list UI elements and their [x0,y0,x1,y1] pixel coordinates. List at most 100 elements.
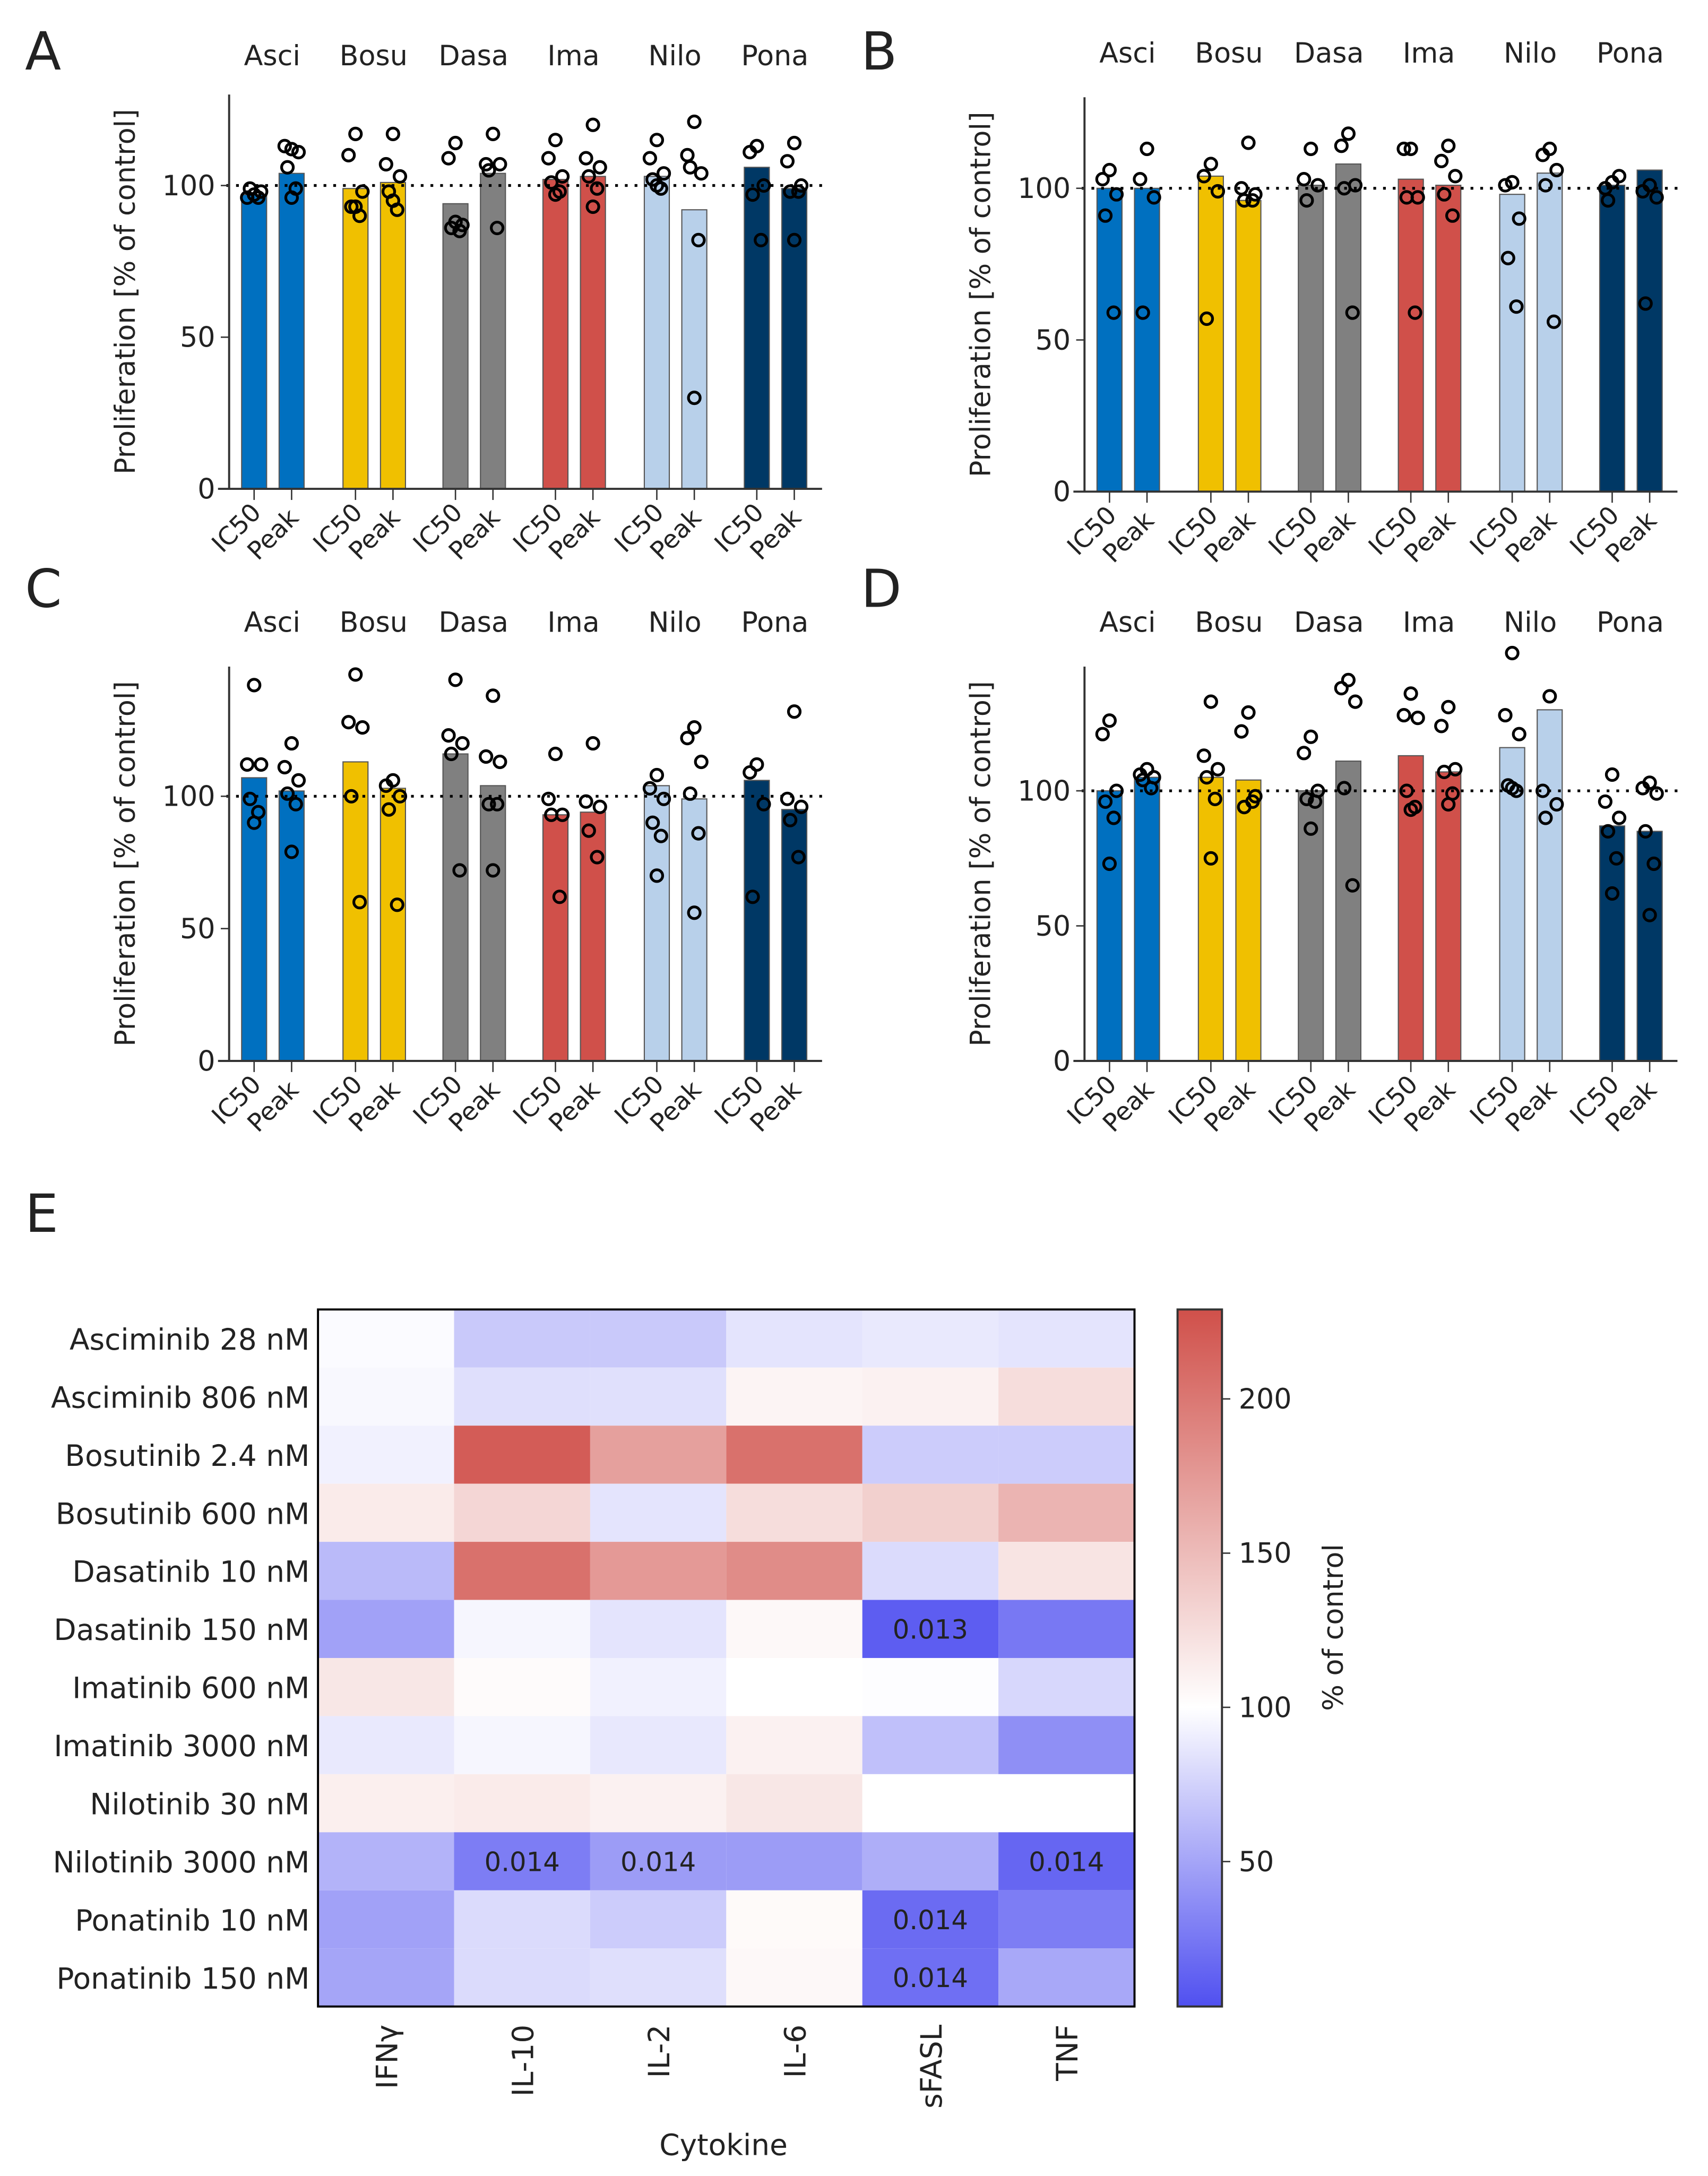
cell-annotation: 0.014 [485,1846,560,1877]
data-point [352,895,367,910]
heatmap-cell [998,1716,1135,1774]
data-point [1245,193,1260,208]
group-label: Pona [741,607,808,639]
data-point [385,193,401,208]
data-point [486,126,501,141]
bar-Bosu-Peak [379,788,406,1062]
heatmap-cell [998,1483,1135,1542]
heatmap-cell [726,1426,862,1484]
column-label: IL-2 [642,2025,676,2078]
data-point [1396,141,1411,157]
data-point [1500,251,1515,265]
data-point [240,757,255,772]
data-point [1441,139,1456,153]
data-point [284,190,299,205]
data-point [1304,821,1318,836]
cell-annotation: 0.013 [893,1614,968,1645]
panel-label-B: B [861,21,897,82]
data-point [1196,169,1211,184]
data-point [649,178,665,193]
group-label: Ima [1403,37,1455,70]
data-point [1601,824,1616,839]
data-point [1135,773,1150,788]
bar-Pona-IC50 [1599,185,1626,493]
data-point [284,844,299,859]
data-point [1307,794,1323,809]
data-point [1649,190,1664,205]
bar-chart-A: AsciIC50PeakBosuIC50PeakDasaIC50PeakImaI… [109,40,826,566]
data-point [1109,187,1124,202]
data-point [1399,190,1414,205]
bar-Dasa-IC50 [442,753,469,1062]
data-point [1140,141,1154,157]
data-point [1445,208,1460,223]
data-point [1611,169,1627,184]
heatmap-cell [726,1309,862,1368]
heatmap-cell [454,1600,590,1658]
data-point [284,736,299,751]
heatmap-cell [454,1716,590,1774]
data-point [348,126,363,141]
heatmap-cell [318,1832,454,1890]
heatmap-cell [590,1948,727,2007]
data-point [1234,724,1249,739]
data-point [1505,645,1520,661]
data-point [687,114,702,129]
bar-Asci-IC50 [1096,790,1123,1062]
bar-Dasa-Peak [1335,163,1361,493]
bar-Ima-Peak [580,176,606,490]
data-point [1299,193,1314,208]
bar-Pona-Peak [1636,169,1663,493]
data-point [1341,672,1356,688]
data-point [254,757,269,772]
data-point [1635,781,1650,796]
row-label: Asciminib 806 nM [51,1380,309,1414]
y-axis-label: Proliferation [% of control] [109,681,142,1047]
group-label: Bosu [340,40,408,72]
data-point [1598,794,1613,809]
data-point [645,815,660,830]
data-point [642,151,658,166]
data-point [1106,810,1121,825]
data-point [1203,694,1218,709]
row-label: Dasatinib 10 nM [72,1555,309,1589]
data-point [656,791,671,806]
y-axis-label: Proliferation [% of control] [109,109,142,474]
heatmap-cell [998,1774,1135,1833]
data-point [1611,810,1627,825]
data-point [1304,729,1318,744]
cell-annotation: 0.014 [1029,1846,1104,1877]
column-label: IL-6 [778,2025,812,2078]
data-point [1144,781,1159,796]
colorbar [1176,1308,1223,2008]
bar-Ima-Peak [580,811,606,1062]
data-point [1605,767,1620,782]
data-point [291,773,306,788]
data-point [1210,762,1226,776]
heatmap-cell [998,1309,1135,1368]
data-point [653,828,668,843]
heatmap-cell [590,1832,727,1890]
heatmap-cell [318,1657,454,1716]
bar-Asci-IC50 [241,777,268,1062]
data-point [385,126,401,141]
bar-Ima-Peak [1435,185,1462,493]
data-point [555,169,570,184]
bar-Asci-Peak [278,790,305,1062]
data-point [754,232,769,248]
data-point [1299,791,1314,806]
bar-Pona-Peak [781,188,808,490]
data-point [793,799,809,814]
data-point [791,184,806,199]
data-point [680,731,695,746]
group-label: Bosu [1195,607,1263,639]
data-point [1509,299,1524,314]
cell-annotation: 0.014 [893,1963,968,1993]
row-label: Imatinib 600 nM [72,1671,309,1705]
data-point [378,778,393,793]
bar-Ima-IC50 [542,179,569,490]
row-label: Ponatinib 150 nM [56,1962,309,1996]
data-point [1102,162,1117,178]
heatmap-cell [862,1600,999,1658]
heatmap-cell [998,1657,1135,1716]
